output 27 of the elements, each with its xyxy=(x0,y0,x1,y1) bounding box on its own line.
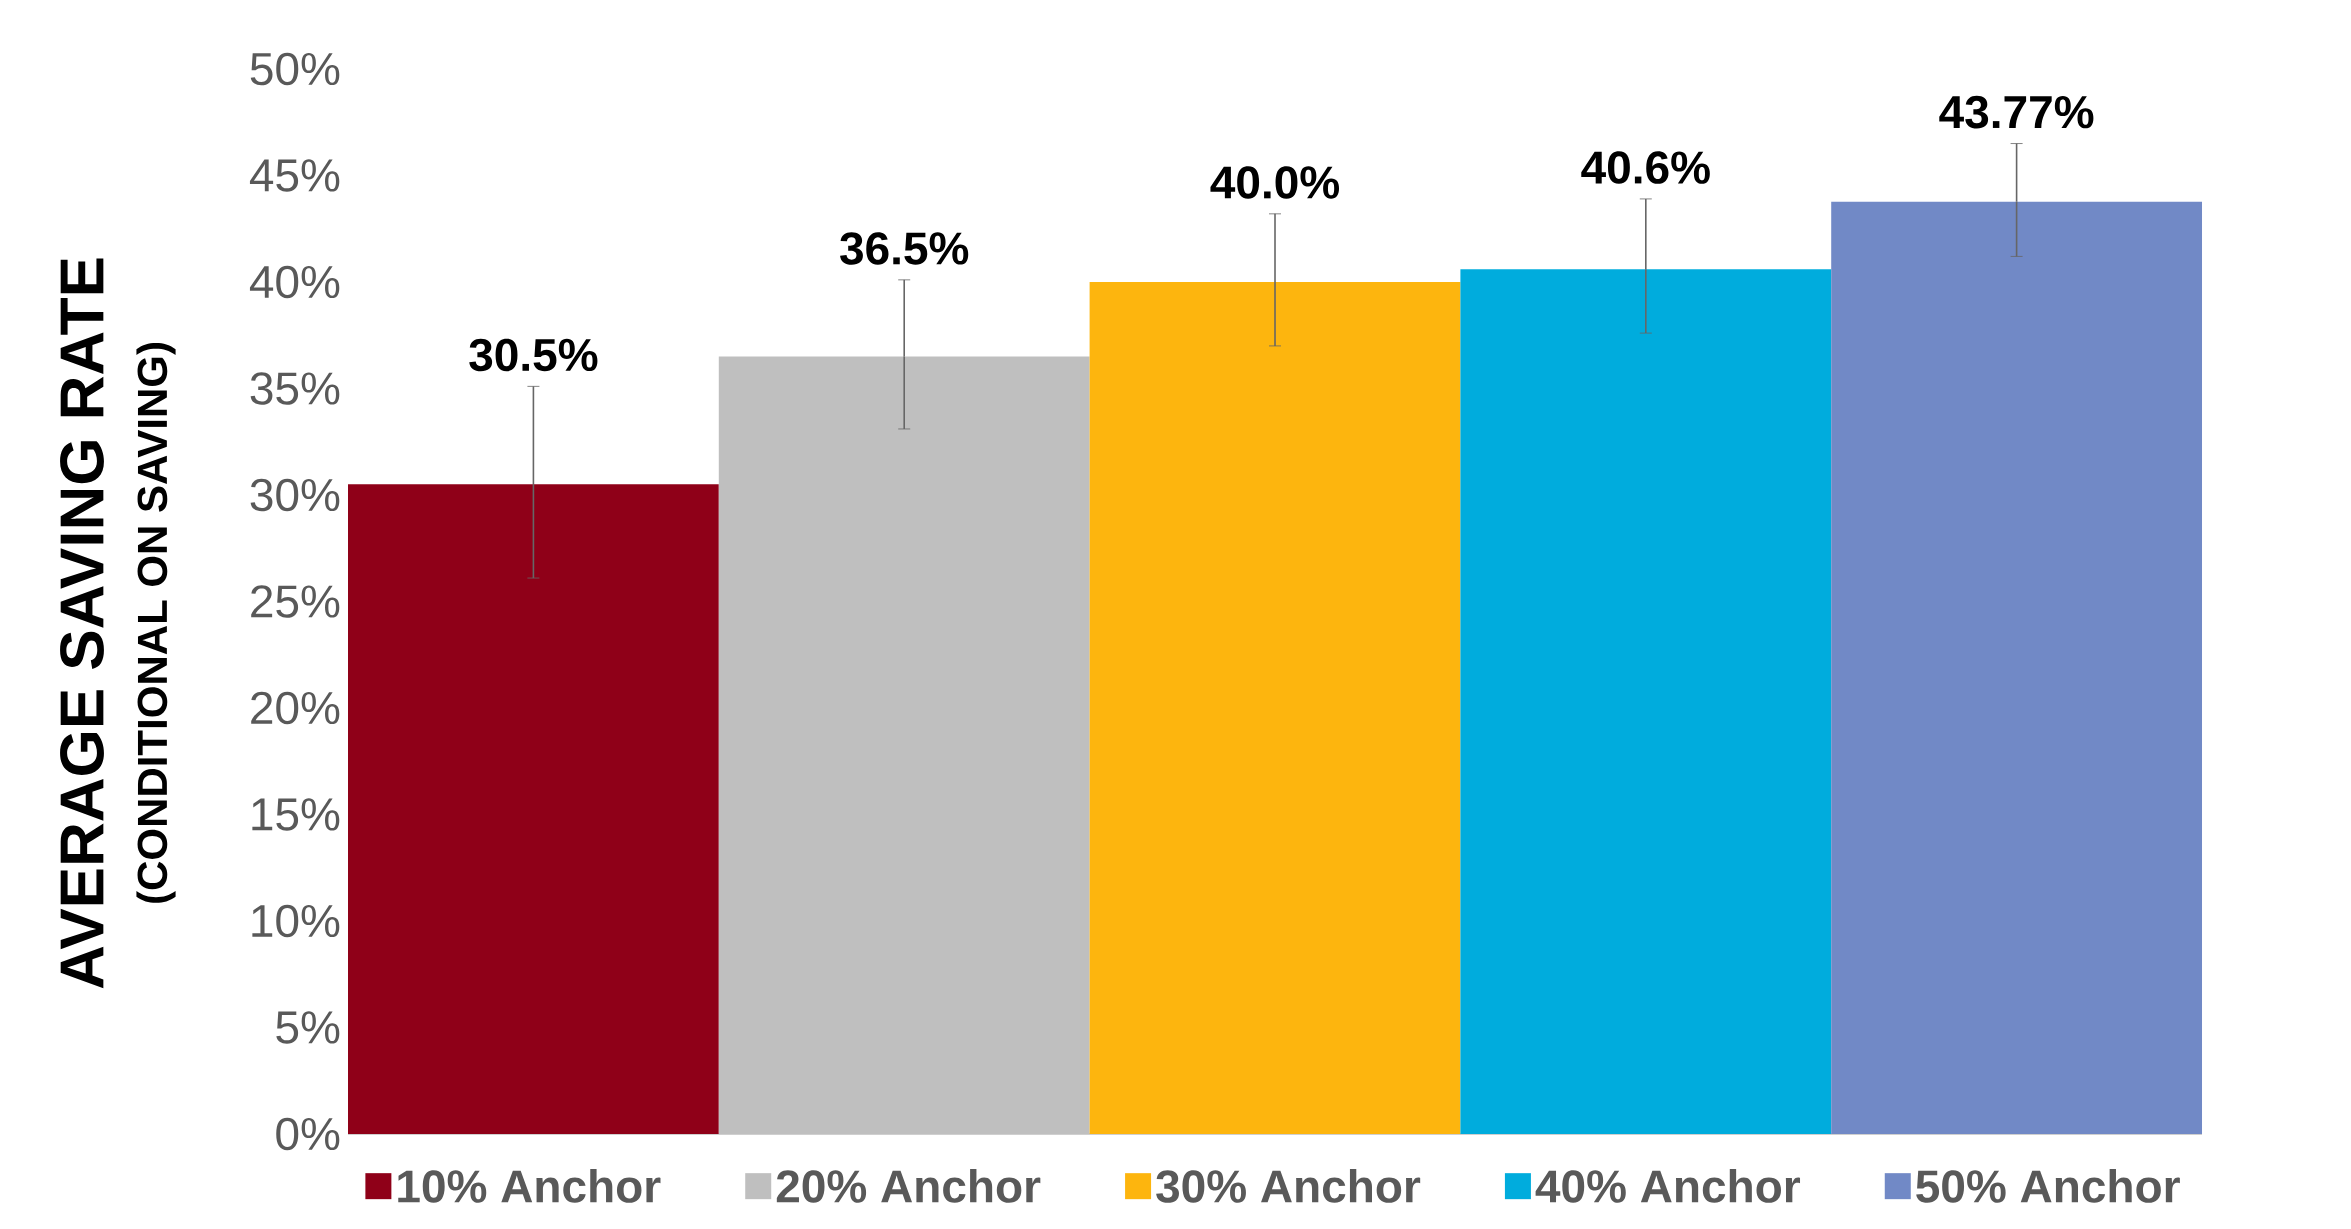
data-label: 40.6% xyxy=(1581,151,1710,184)
bar xyxy=(1460,269,1832,1134)
legend-label: 30% Anchor xyxy=(1156,1168,1421,1203)
y-tick-label: 10% xyxy=(252,904,340,938)
y-tick-label: 30% xyxy=(250,478,340,512)
text: (CONDITIONAL ON SAVING) xyxy=(136,343,176,903)
y-tick-label: 15% xyxy=(252,798,340,831)
y-tick-label: 20% xyxy=(251,691,340,725)
y-tick-label: 0% xyxy=(276,1117,340,1151)
legend-label: 20% Anchor xyxy=(776,1168,1041,1203)
bar xyxy=(1089,281,1461,1134)
y-tick-label: 25% xyxy=(251,585,340,618)
legend-label: 50% Anchor xyxy=(1916,1168,2180,1203)
data-label: 40.0% xyxy=(1210,166,1340,199)
legend-label: 10% Anchor xyxy=(398,1168,661,1203)
bar xyxy=(1831,201,2203,1134)
bar xyxy=(348,484,719,1134)
data-label: 36.5% xyxy=(840,232,969,265)
y-axis-title: AVERAGE SAVING RATE xyxy=(60,258,104,989)
y-tick-label: 40% xyxy=(249,265,340,299)
legend-label: 40% Anchor xyxy=(1535,1168,1801,1203)
data-label: 43.77% xyxy=(1939,95,2094,129)
y-tick-label: 50% xyxy=(250,52,340,86)
y-tick-label: 45% xyxy=(249,159,340,192)
data-label: 30.5% xyxy=(469,338,598,372)
y-tick-label: 35% xyxy=(250,372,340,405)
y-tick-label: 5% xyxy=(276,1011,340,1044)
